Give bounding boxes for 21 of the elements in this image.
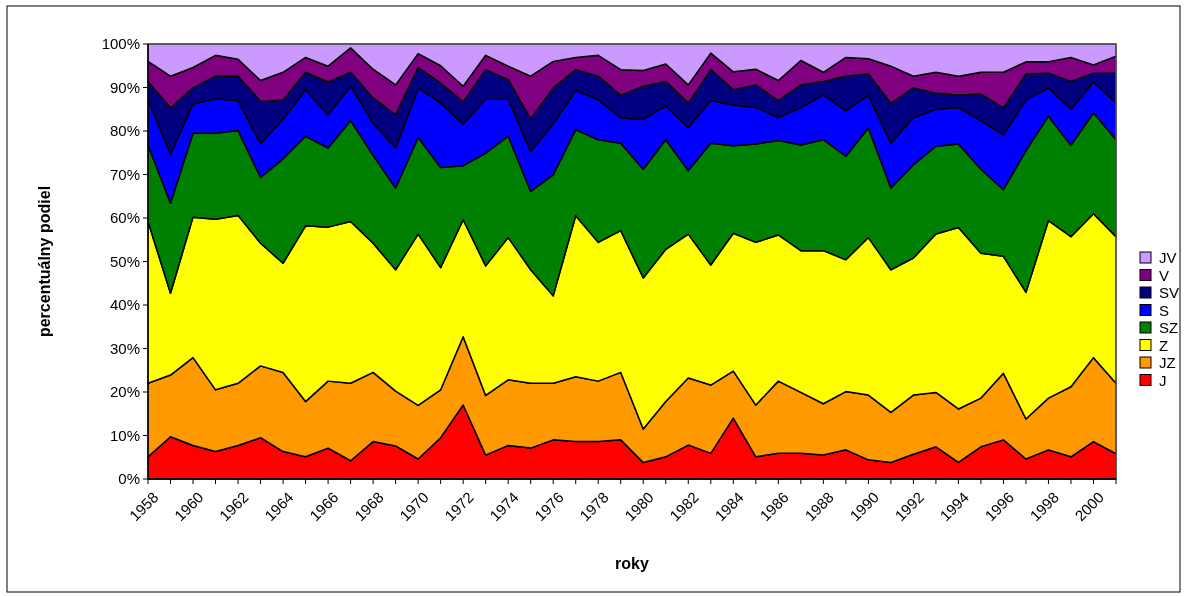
legend-label: S bbox=[1159, 301, 1170, 319]
y-tick-label: 40% bbox=[109, 296, 140, 314]
y-tick-label: 90% bbox=[109, 78, 140, 96]
y-tick-label: 80% bbox=[109, 122, 140, 140]
y-tick-label: 50% bbox=[109, 252, 140, 270]
y-tick-label: 0% bbox=[118, 470, 140, 488]
legend-label: Z bbox=[1159, 336, 1169, 354]
y-tick-label: 10% bbox=[109, 426, 140, 444]
y-tick-label: 30% bbox=[109, 339, 140, 357]
legend-label: SV bbox=[1159, 284, 1180, 302]
legend-label: SZ bbox=[1159, 319, 1179, 337]
legend-label: JZ bbox=[1159, 354, 1176, 372]
y-axis-title: percentuálny podiel bbox=[36, 185, 53, 338]
y-tick-label: 60% bbox=[109, 209, 140, 227]
y-tick-label: 100% bbox=[101, 35, 140, 53]
x-axis-title: roky bbox=[615, 555, 649, 572]
legend-label: JV bbox=[1159, 249, 1177, 267]
legend-label: J bbox=[1159, 371, 1167, 389]
y-tick-label: 70% bbox=[109, 165, 140, 183]
y-tick-label: 20% bbox=[109, 383, 140, 401]
legend-label: V bbox=[1159, 266, 1170, 284]
